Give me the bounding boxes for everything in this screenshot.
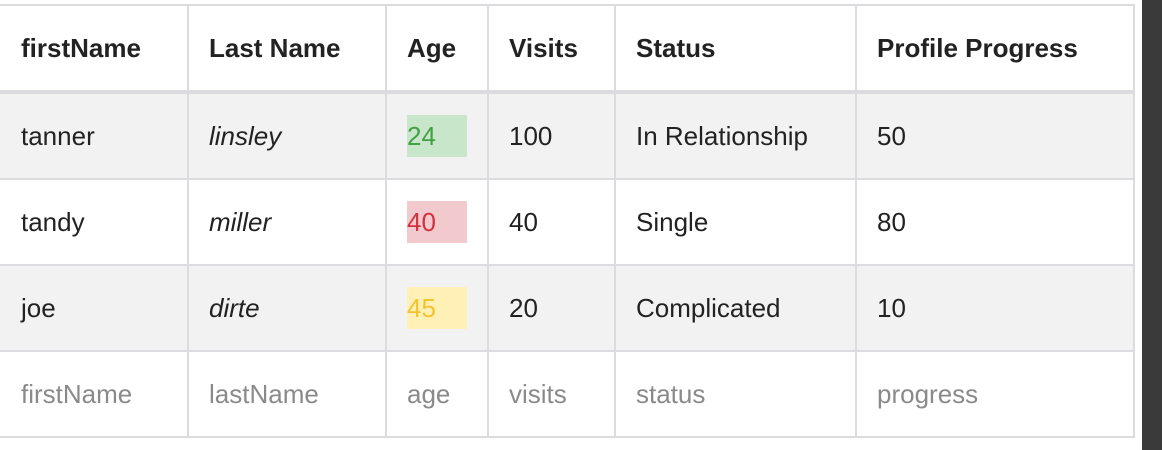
data-table: firstName Last Name Age Visits Status Profile… (0, 4, 1135, 438)
column-header[interactable]: Visits (487, 4, 616, 94)
age-badge: 45 (407, 287, 467, 329)
table-row: joe dirte 45 20 Complicated 10 (0, 264, 1135, 352)
column-header[interactable]: firstName (0, 4, 189, 94)
filter-cell (187, 350, 387, 438)
cell: dirte (187, 264, 387, 352)
table-body: tanner linsley 24 100 In Relationship 50 tandy… (0, 91, 1135, 352)
cell: Complicated (614, 264, 857, 352)
table-row: tandy miller 40 40 Single 80 (0, 178, 1135, 266)
header-row: firstName Last Name Age Visits Status Profile… (0, 4, 1135, 94)
filter-input[interactable] (509, 378, 594, 410)
cell: 100 (487, 91, 616, 180)
cell: tanner (0, 91, 189, 180)
filter-cell (855, 350, 1135, 438)
cell: miller (187, 178, 387, 266)
cell: In Relationship (614, 91, 857, 180)
cell: joe (0, 264, 189, 352)
cell: linsley (187, 91, 387, 180)
table-row: tanner linsley 24 100 In Relationship 50 (0, 91, 1135, 180)
cell: 20 (487, 264, 616, 352)
filter-input[interactable] (877, 378, 1113, 410)
filter-row (0, 350, 1135, 438)
table-container: firstName Last Name Age Visits Status Profile… (0, 4, 1135, 438)
cell: 80 (855, 178, 1135, 266)
column-header[interactable]: Status (614, 4, 857, 94)
age-cell: 24 (385, 91, 489, 180)
cell: 10 (855, 264, 1135, 352)
filter-cell (614, 350, 857, 438)
filter-input[interactable] (21, 378, 167, 410)
cell: 50 (855, 91, 1135, 180)
cell: 40 (487, 178, 616, 266)
cell: Single (614, 178, 857, 266)
column-header[interactable]: Age (385, 4, 489, 94)
filter-input[interactable] (407, 378, 467, 410)
filter-cell (0, 350, 189, 438)
scrollbar[interactable] (1142, 0, 1162, 450)
age-badge: 24 (407, 115, 467, 157)
column-header[interactable]: Profile Progress (855, 4, 1135, 94)
column-header[interactable]: Last Name (187, 4, 387, 94)
age-cell: 45 (385, 264, 489, 352)
filter-input[interactable] (636, 378, 835, 410)
filter-cell (487, 350, 616, 438)
age-cell: 40 (385, 178, 489, 266)
filter-input[interactable] (209, 378, 365, 410)
age-badge: 40 (407, 201, 467, 243)
filter-cell (385, 350, 489, 438)
cell: tandy (0, 178, 189, 266)
